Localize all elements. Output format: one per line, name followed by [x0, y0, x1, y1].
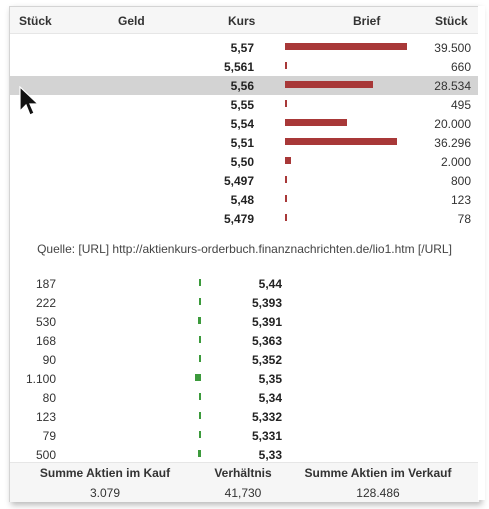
bid-price: 5,35 [258, 372, 282, 386]
bid-row[interactable]: 79 5,331 [10, 426, 479, 445]
ask-price: 5,56 [230, 79, 254, 93]
bid-quantity: 80 [42, 391, 56, 405]
bid-quantity: 500 [35, 448, 56, 462]
scrollbar-track[interactable] [478, 6, 485, 500]
ask-price: 5,48 [230, 193, 254, 207]
bid-quantity: 222 [35, 296, 56, 310]
bid-quantity: 123 [35, 410, 56, 424]
bid-price: 5,44 [258, 277, 282, 291]
bid-row[interactable]: 500 5,33 [10, 445, 479, 464]
ask-quantity: 800 [450, 174, 471, 188]
ask-quantity: 78 [457, 212, 471, 226]
ask-price: 5,51 [230, 136, 254, 150]
ask-quantity: 20.000 [434, 117, 471, 131]
header-stueck-left: Stück [19, 14, 52, 28]
bid-row[interactable]: 168 5,363 [10, 331, 479, 350]
bid-volume-bar [199, 393, 201, 400]
ask-volume-bar [285, 214, 287, 221]
sum-buy-label: Summe Aktien im Kauf [39, 466, 171, 480]
header-kurs: Kurs [228, 14, 256, 28]
ask-row[interactable]: 5,57 39.500 [10, 38, 479, 57]
bid-row[interactable]: 222 5,393 [10, 293, 479, 312]
bid-volume-bar [199, 279, 201, 286]
bid-quantity: 530 [35, 315, 56, 329]
ask-quantity: 39.500 [434, 41, 471, 55]
ask-row[interactable]: 5,55 495 [10, 95, 479, 114]
sum-sell-label: Summe Aktien im Verkauf [304, 466, 452, 480]
ask-row[interactable]: 5,54 20.000 [10, 114, 479, 133]
ask-price: 5,57 [230, 41, 254, 55]
bid-volume-bar [199, 355, 201, 362]
ask-volume-bar [285, 81, 373, 88]
bid-price: 5,331 [251, 429, 282, 443]
bid-row[interactable]: 90 5,352 [10, 350, 479, 369]
ask-quantity: 660 [450, 60, 471, 74]
ask-row[interactable]: 5,56 28.534 [10, 76, 479, 95]
ask-volume-bar [285, 195, 287, 202]
sum-buy-value: 3.079 [89, 486, 121, 500]
ask-quantity: 495 [450, 98, 471, 112]
ask-volume-bar [285, 119, 347, 126]
ask-volume-bar [285, 43, 407, 50]
ask-quantity: 2.000 [440, 155, 471, 169]
ask-row[interactable]: 5,50 2.000 [10, 152, 479, 171]
bid-volume-bar [198, 317, 201, 324]
ask-volume-bar [285, 138, 397, 145]
bid-row[interactable]: 187 5,44 [10, 274, 479, 293]
source-line[interactable]: Quelle: [URL] http://aktienkurs-orderbuc… [37, 242, 452, 256]
bid-quantity: 187 [35, 277, 56, 291]
bid-price: 5,34 [258, 391, 282, 405]
ask-volume-bar [285, 157, 291, 164]
ask-volume-bar [285, 62, 287, 69]
bid-price: 5,363 [251, 334, 282, 348]
bid-price: 5,391 [251, 315, 282, 329]
header-brief: Brief [353, 14, 381, 28]
ask-quantity: 28.534 [434, 79, 471, 93]
bid-volume-bar [198, 450, 201, 457]
ratio-label: Verhältnis [214, 466, 272, 480]
ask-row[interactable]: 5,48 123 [10, 190, 479, 209]
ask-row[interactable]: 5,497 800 [10, 171, 479, 190]
bid-row[interactable]: 1.100 5,35 [10, 369, 479, 388]
ask-quantity: 123 [450, 193, 471, 207]
ask-volume-bar [285, 176, 287, 183]
ask-quantity: 36.296 [434, 136, 471, 150]
bid-quantity: 168 [35, 334, 56, 348]
bid-row[interactable]: 80 5,34 [10, 388, 479, 407]
ratio-value: 41,730 [224, 486, 262, 500]
header-geld: Geld [118, 14, 145, 28]
ask-row[interactable]: 5,479 78 [10, 209, 479, 228]
bid-volume-bar [199, 298, 201, 305]
ask-price: 5,479 [223, 212, 254, 226]
bid-quantity: 90 [42, 353, 56, 367]
bid-volume-bar [199, 431, 201, 438]
bid-volume-bar [199, 412, 201, 419]
bid-volume-bar [195, 374, 201, 381]
orderbook-panel: Stück Geld Kurs Brief Stück 5,57 39.500 5,… [9, 6, 480, 502]
ask-row[interactable]: 5,561 660 [10, 57, 479, 76]
bid-quantity: 1.100 [25, 372, 56, 386]
sum-sell-value: 128.486 [356, 486, 400, 500]
ask-volume-bar [285, 100, 287, 107]
header-stueck-right: Stück [435, 14, 468, 28]
ask-price: 5,50 [230, 155, 254, 169]
ask-row[interactable]: 5,51 36.296 [10, 133, 479, 152]
mouse-cursor-icon [19, 86, 39, 116]
bid-row[interactable]: 530 5,391 [10, 312, 479, 331]
bid-price: 5,352 [251, 353, 282, 367]
ask-price: 5,54 [230, 117, 254, 131]
bid-price: 5,393 [251, 296, 282, 310]
bid-volume-bar [199, 336, 201, 343]
bid-price: 5,332 [251, 410, 282, 424]
summary-footer: Summe Aktien im Kauf 3.079 Verhältnis 41… [10, 462, 479, 502]
ask-price: 5,497 [223, 174, 254, 188]
ask-price: 5,55 [230, 98, 254, 112]
bid-quantity: 79 [42, 429, 56, 443]
table-header: Stück Geld Kurs Brief Stück [10, 7, 479, 34]
bid-price: 5,33 [258, 448, 282, 462]
ask-price: 5,561 [223, 60, 254, 74]
bid-row[interactable]: 123 5,332 [10, 407, 479, 426]
